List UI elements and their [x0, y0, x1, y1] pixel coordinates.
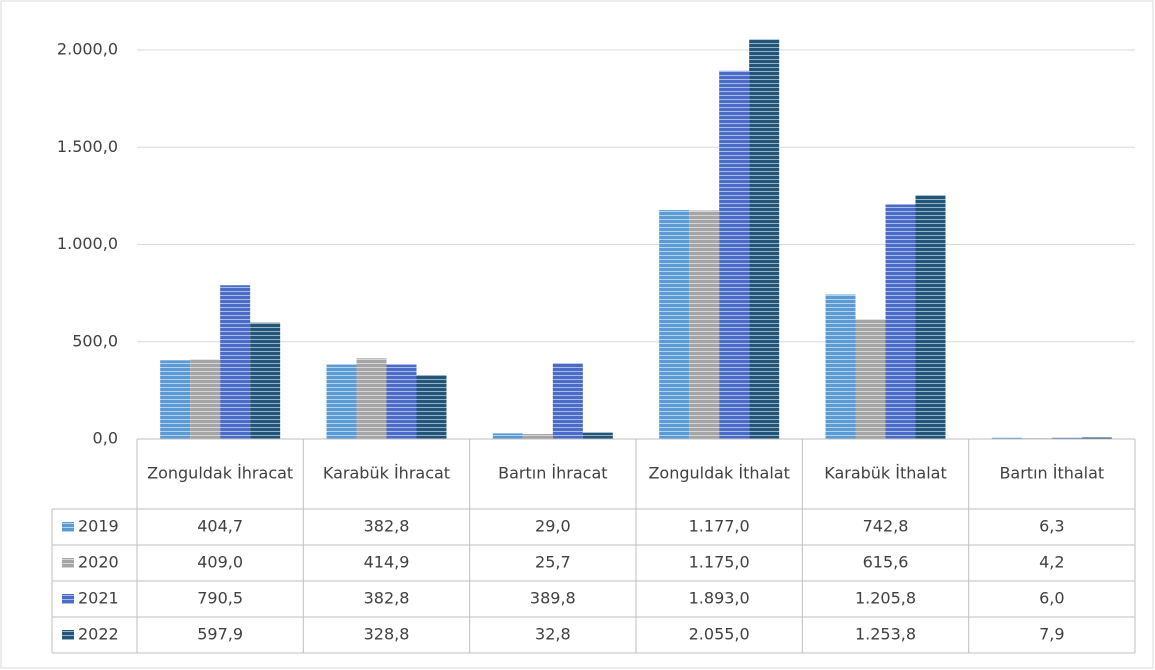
legend-key — [62, 594, 74, 604]
legend-key — [62, 522, 74, 532]
table-value: 328,8 — [364, 625, 410, 644]
y-tick-label: 2.000,0 — [57, 40, 118, 59]
table-value: 389,8 — [530, 589, 576, 608]
bar — [522, 434, 553, 439]
bar — [1051, 437, 1082, 439]
table-value: 1.253,8 — [855, 625, 916, 644]
table-value: 382,8 — [364, 517, 410, 536]
bar — [719, 70, 750, 440]
y-tick-label: 500,0 — [72, 331, 118, 350]
table-value: 2.055,0 — [689, 625, 750, 644]
bar — [1081, 437, 1112, 439]
bar — [386, 364, 417, 439]
bar — [220, 285, 251, 439]
table-value: 597,9 — [197, 625, 243, 644]
bar — [689, 210, 720, 439]
legend-label: 2022 — [78, 625, 119, 644]
bar — [825, 294, 856, 439]
bar — [552, 363, 583, 439]
table-value: 742,8 — [863, 517, 909, 536]
bar — [190, 359, 221, 439]
bar — [659, 210, 690, 439]
bar — [356, 358, 387, 439]
bar — [991, 437, 1022, 439]
bar — [416, 375, 447, 439]
bar — [915, 195, 946, 439]
x-tick-label: Karabük İthalat — [824, 464, 947, 483]
table-value: 409,0 — [197, 553, 243, 572]
legend-key — [62, 558, 74, 568]
bar — [855, 319, 886, 439]
table-value: 414,9 — [364, 553, 410, 572]
x-tick-label: Bartın İhracat — [498, 464, 607, 483]
y-tick-label: 1.500,0 — [57, 137, 118, 156]
legend-label: 2020 — [78, 553, 119, 572]
x-tick-label: Karabük İhracat — [323, 464, 450, 483]
legend-label: 2019 — [78, 517, 119, 536]
table-value: 1.893,0 — [689, 589, 750, 608]
bar — [160, 360, 191, 439]
table-value: 4,2 — [1039, 553, 1064, 572]
y-tick-label: 0,0 — [93, 429, 118, 448]
table-value: 1.205,8 — [855, 589, 916, 608]
bar — [582, 432, 613, 439]
table-value: 25,7 — [535, 553, 571, 572]
y-tick-label: 1.000,0 — [57, 234, 118, 253]
table-value: 6,3 — [1039, 517, 1064, 536]
x-tick-label: Zonguldak İthalat — [648, 464, 789, 483]
table-value: 382,8 — [364, 589, 410, 608]
table-value: 32,8 — [535, 625, 571, 644]
bar — [749, 39, 780, 440]
legend-key — [62, 630, 74, 640]
bar — [492, 433, 523, 439]
bar — [326, 364, 357, 439]
bar — [885, 204, 916, 439]
table-value: 7,9 — [1039, 625, 1064, 644]
table-value: 1.177,0 — [689, 517, 750, 536]
table-value: 1.175,0 — [689, 553, 750, 572]
bar — [250, 322, 281, 439]
x-tick-label: Bartın İthalat — [999, 464, 1104, 483]
table-value: 29,0 — [535, 517, 571, 536]
table-value: 6,0 — [1039, 589, 1064, 608]
legend-label: 2021 — [78, 589, 119, 608]
table-value: 790,5 — [197, 589, 243, 608]
table-value: 615,6 — [863, 553, 909, 572]
x-tick-label: Zonguldak İhracat — [147, 464, 293, 483]
table-value: 404,7 — [197, 517, 243, 536]
